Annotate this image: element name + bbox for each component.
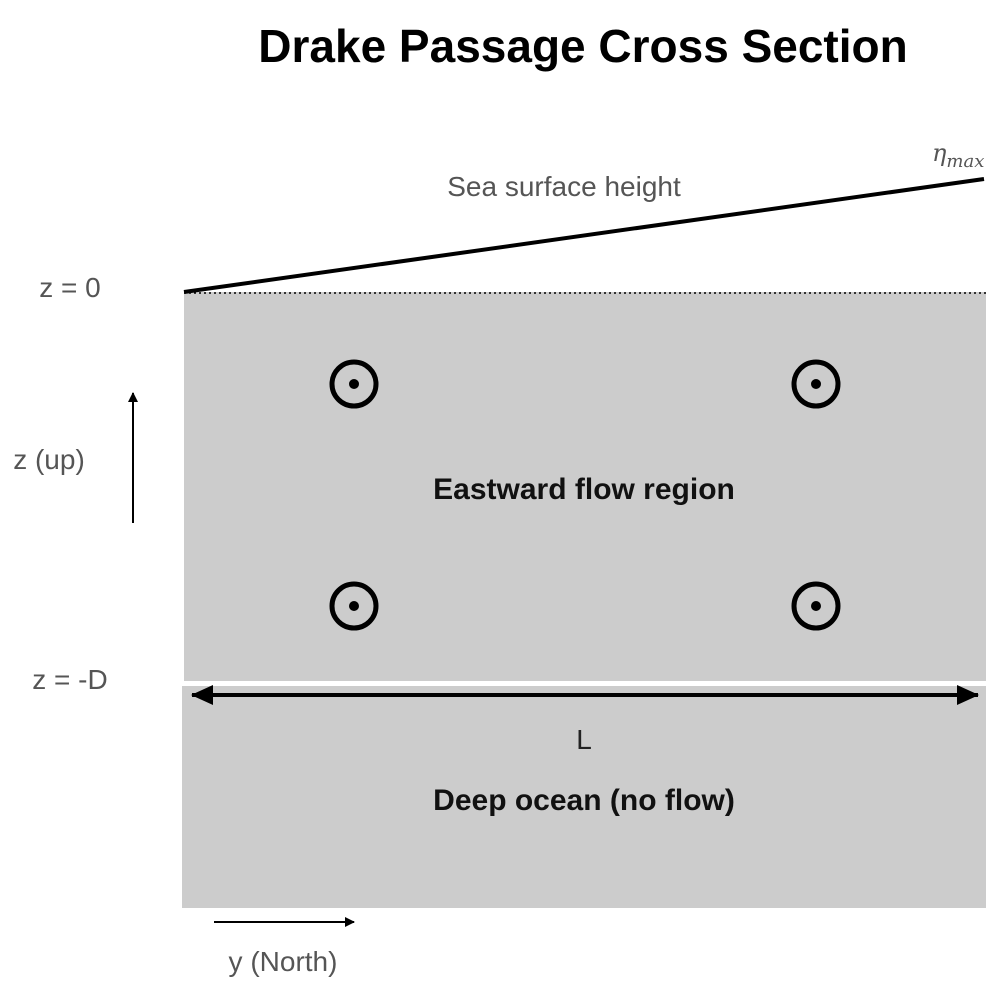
eastward-flow-label: Eastward flow region bbox=[433, 473, 735, 506]
z-top-label: z = 0 bbox=[39, 272, 100, 303]
z-axis-label: z (up) bbox=[13, 444, 85, 475]
width-label: L bbox=[576, 724, 592, 755]
eta-max-label: ηmax bbox=[932, 139, 984, 172]
diagram-title: Drake Passage Cross Section bbox=[258, 20, 907, 72]
out-of-page-icon bbox=[791, 581, 841, 631]
deep-ocean-label: Deep ocean (no flow) bbox=[433, 784, 735, 817]
out-of-page-icon bbox=[329, 359, 379, 409]
eastward-flow-region bbox=[184, 292, 986, 681]
out-of-page-icon bbox=[329, 581, 379, 631]
sea-surface-height-label: Sea surface height bbox=[447, 171, 681, 202]
z-bottom-label: z = -D bbox=[32, 664, 107, 695]
sea-surface-height-line bbox=[183, 177, 985, 294]
y-axis-label: y (North) bbox=[229, 946, 338, 977]
deep-ocean-region bbox=[182, 686, 986, 908]
out-of-page-icon bbox=[791, 359, 841, 409]
